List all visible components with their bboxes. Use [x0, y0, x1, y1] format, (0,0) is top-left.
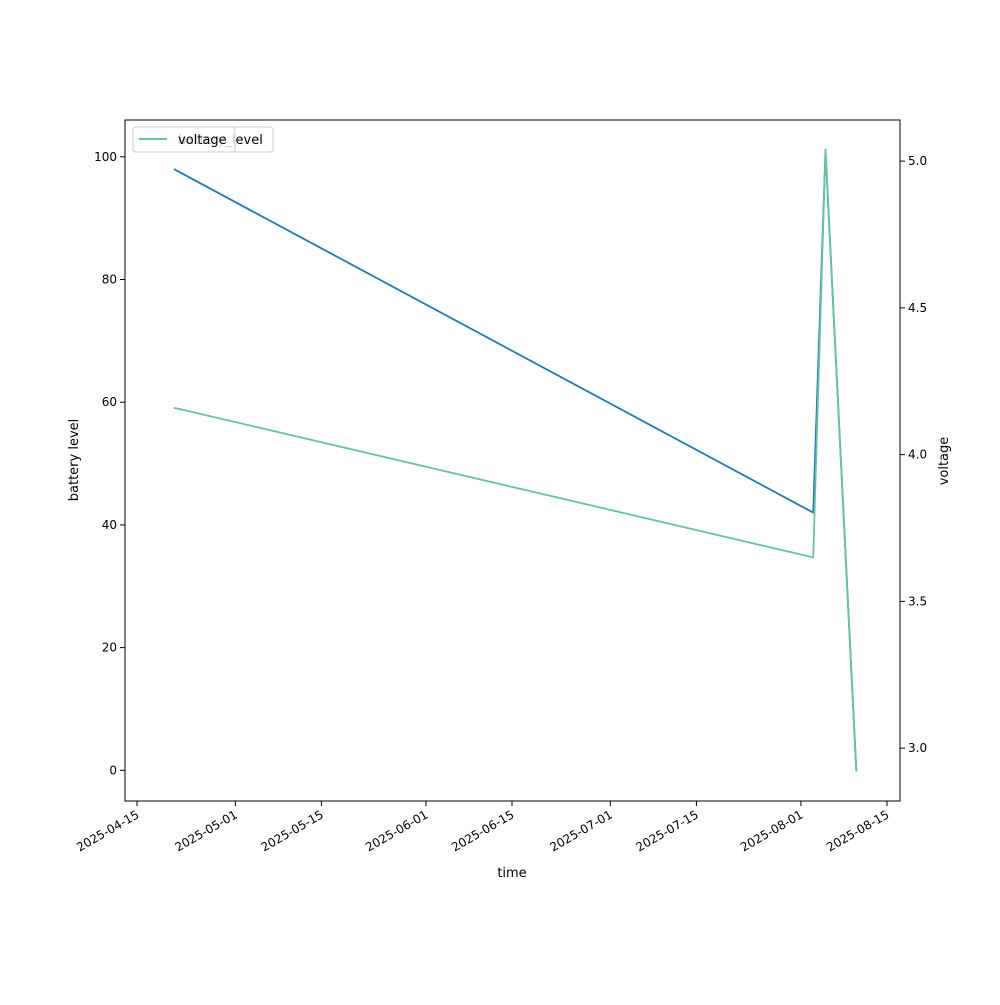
legend-box [132, 126, 236, 153]
x-tick-label-2025-04-15: 2025-04-15 [74, 807, 141, 854]
x-tick-label-2025-08-01: 2025-08-01 [738, 807, 805, 854]
x-tick-label-2025-08-15: 2025-08-15 [824, 807, 891, 854]
x-axis-label: time [497, 866, 526, 881]
y-axis-right: 3.0 3.5 4.0 4.5 5.0 [900, 154, 927, 755]
y-tick-label-0: 0 [109, 763, 117, 777]
x-tick-label-2025-06-15: 2025-06-15 [449, 807, 516, 854]
y-axis-label-right: voltage [937, 437, 952, 486]
y2-tick-label-4-5: 4.5 [908, 301, 927, 315]
series-layer [173, 148, 858, 772]
y2-tick-label-5-0: 5.0 [908, 154, 927, 168]
y-axis-label-left: battery level [67, 419, 82, 502]
y-tick-label-100: 100 [94, 150, 117, 164]
legend-voltage: voltage [132, 126, 236, 153]
y-axis-left: 0 20 40 60 80 100 [94, 150, 125, 777]
x-tick-label-2025-07-15: 2025-07-15 [634, 807, 701, 854]
series-line-voltage [173, 148, 858, 772]
plot-frame [124, 119, 901, 802]
x-tick-label-2025-05-15: 2025-05-15 [259, 807, 326, 854]
x-tick-label-2025-06-01: 2025-06-01 [363, 807, 430, 854]
y2-tick-label-3-0: 3.0 [908, 741, 927, 755]
y-tick-label-80: 80 [102, 273, 117, 287]
x-tick-label-2025-05-01: 2025-05-01 [172, 807, 239, 854]
x-tick-label-2025-07-01: 2025-07-01 [547, 807, 614, 854]
series-line-battery-level [173, 149, 858, 771]
y2-tick-label-3-5: 3.5 [908, 594, 927, 608]
y-tick-label-40: 40 [102, 518, 117, 532]
y2-tick-label-4-0: 4.0 [908, 448, 927, 462]
y-tick-label-60: 60 [102, 395, 117, 409]
y-tick-label-20: 20 [102, 641, 117, 655]
legend-label-voltage: voltage [178, 133, 227, 148]
x-axis: 2025-04-15 2025-05-01 2025-05-15 2025-06-01… [74, 801, 892, 854]
